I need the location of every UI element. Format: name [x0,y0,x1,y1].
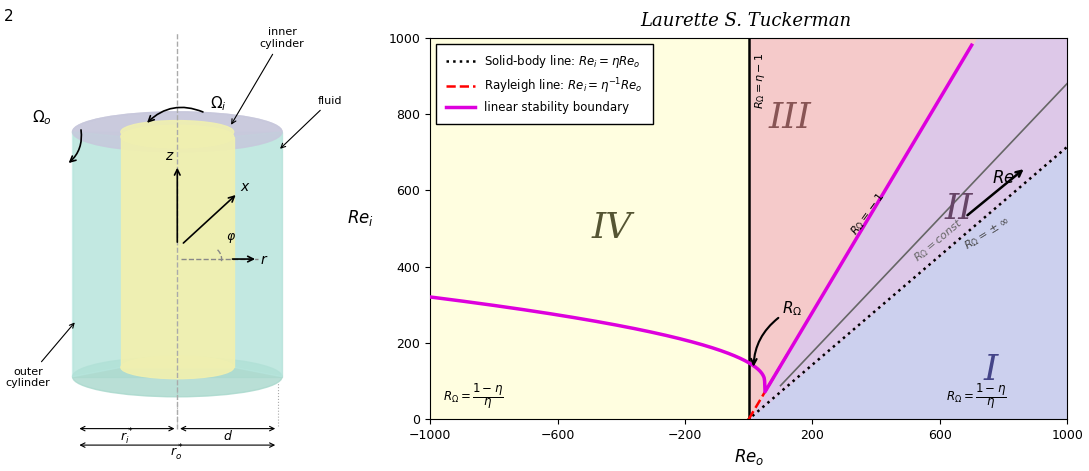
Text: 2: 2 [4,9,14,24]
Text: outer
cylinder: outer cylinder [5,324,74,388]
Text: $R_\Omega$: $R_\Omega$ [782,299,803,318]
Ellipse shape [73,357,282,397]
linear stability boundary [582,317,595,323]
Text: $R_\Omega=\dfrac{1-\eta}{\eta}$: $R_\Omega=\dfrac{1-\eta}{\eta}$ [443,381,503,411]
Rayleigh line: $Re_i =\eta^{-1} Re_o$: (22.3, 31.2): $Re_i =\eta^{-1} Re_o$: (22.3, 31.2) [749,405,762,410]
Solid-body line: $Re_i =\eta Re_o$: (1e+03, 714): $Re_i =\eta Re_o$: (1e+03, 714) [1061,144,1074,150]
linear stability boundary [700,343,713,349]
X-axis label: $Re_o$: $Re_o$ [734,447,763,468]
Text: III: III [769,101,811,135]
linear stability boundary [424,294,437,300]
Text: Laurette S. Tuckerman: Laurette S. Tuckerman [640,12,852,30]
linear stability boundary [815,294,828,300]
Text: $z$: $z$ [166,149,174,163]
Rayleigh line: $Re_i =\eta^{-1} Re_o$: (4.82, 6.76): $Re_i =\eta^{-1} Re_o$: (4.82, 6.76) [744,414,757,420]
Text: IV: IV [591,211,632,245]
linear stability boundary [699,343,712,349]
Rayleigh line: $Re_i =\eta^{-1} Re_o$: (114, 160): $Re_i =\eta^{-1} Re_o$: (114, 160) [779,356,792,361]
Text: $R_\Omega=-1$: $R_\Omega=-1$ [847,190,888,238]
Solid-body line: $Re_i =\eta Re_o$: (301, 215): $Re_i =\eta Re_o$: (301, 215) [837,334,851,340]
linear stability boundary [965,42,978,48]
Text: inner
cylinder: inner cylinder [232,27,305,124]
Text: $R_\Omega=const$: $R_\Omega=const$ [911,215,966,265]
Text: $R_\Omega=\pm\infty$: $R_\Omega=\pm\infty$ [962,214,1013,253]
Ellipse shape [121,121,234,143]
Rayleigh line: $Re_i =\eta^{-1} Re_o$: (110, 154): $Re_i =\eta^{-1} Re_o$: (110, 154) [778,357,791,363]
Rayleigh line: $Re_i =\eta^{-1} Re_o$: (120, 168): $Re_i =\eta^{-1} Re_o$: (120, 168) [781,352,794,358]
Text: fluid: fluid [281,96,343,148]
Polygon shape [121,137,234,367]
Polygon shape [234,132,282,377]
Text: $d$: $d$ [222,430,233,443]
Text: $\Omega_o$: $\Omega_o$ [33,108,52,127]
Ellipse shape [73,112,282,152]
Solid-body line: $Re_i =\eta Re_o$: (644, 460): $Re_i =\eta Re_o$: (644, 460) [947,241,960,246]
Legend: Solid-body line: $Re_i =\eta Re_o$, Rayleigh line: $Re_i =\eta^{-1} Re_o$, linea: Solid-body line: $Re_i =\eta Re_o$, Rayl… [436,44,652,124]
Text: $R_\Omega=\dfrac{1-\eta}{\eta}$: $R_\Omega=\dfrac{1-\eta}{\eta}$ [946,381,1006,411]
Rayleigh line: $Re_i =\eta^{-1} Re_o$: (7.24, 10.1): $Re_i =\eta^{-1} Re_o$: (7.24, 10.1) [745,413,758,418]
Ellipse shape [121,125,234,148]
Text: I: I [983,353,998,387]
linear stability boundary [533,309,546,315]
Text: $R_\Omega = \eta-1$: $R_\Omega = \eta-1$ [752,53,767,109]
Line: Rayleigh line: $Re_i =\eta^{-1} Re_o$: Rayleigh line: $Re_i =\eta^{-1} Re_o$ [749,355,787,419]
Rayleigh line: $Re_i =\eta^{-1} Re_o$: (0, 0): $Re_i =\eta^{-1} Re_o$: (0, 0) [743,416,756,422]
Text: $r_o^*$: $r_o^*$ [170,443,184,463]
Polygon shape [73,132,121,377]
Text: $r_i^*$: $r_i^*$ [120,426,134,447]
Line: linear stability boundary: linear stability boundary [430,45,971,392]
Text: $Re$: $Re$ [992,170,1015,187]
Ellipse shape [121,356,234,379]
Solid-body line: $Re_i =\eta Re_o$: (492, 352): $Re_i =\eta Re_o$: (492, 352) [898,282,911,288]
Y-axis label: $Re_i$: $Re_i$ [347,209,375,228]
Text: $\varphi$: $\varphi$ [225,231,235,245]
Text: $r$: $r$ [260,253,268,267]
Polygon shape [73,132,282,377]
Ellipse shape [73,112,282,152]
Line: Solid-body line: $Re_i =\eta Re_o$: Solid-body line: $Re_i =\eta Re_o$ [430,147,1067,471]
Rayleigh line: $Re_i =\eta^{-1} Re_o$: (32, 44.8): $Re_i =\eta^{-1} Re_o$: (32, 44.8) [752,399,766,405]
Text: II: II [944,192,974,227]
Text: $\Omega_i$: $\Omega_i$ [209,94,227,113]
linear stability boundary [759,389,772,395]
Solid-body line: $Re_i =\eta Re_o$: (199, 142): $Re_i =\eta Re_o$: (199, 142) [806,362,819,368]
linear stability boundary [689,340,702,346]
Text: $x$: $x$ [240,180,250,194]
